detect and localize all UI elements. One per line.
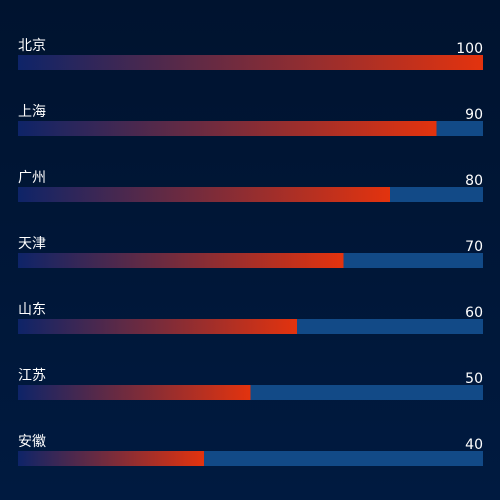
bar-row: 北京 100 <box>18 38 483 70</box>
category-label: 安徽 <box>18 434 46 450</box>
bar <box>18 55 483 70</box>
bar-row: 山东 60 <box>18 302 483 334</box>
value-label: 90 <box>465 107 483 123</box>
value-label: 80 <box>465 173 483 189</box>
bar <box>18 187 390 202</box>
value-label: 70 <box>465 239 483 255</box>
value-label: 100 <box>456 41 483 57</box>
category-label: 北京 <box>18 38 46 54</box>
bar-row: 江苏 50 <box>18 368 483 400</box>
bar <box>18 451 204 466</box>
category-label: 山东 <box>18 302 46 318</box>
bar-row: 安徽 40 <box>18 434 483 466</box>
bar-row: 广州 80 <box>18 170 483 202</box>
bar <box>18 385 251 400</box>
category-label: 上海 <box>18 104 46 120</box>
category-label: 天津 <box>18 236 46 252</box>
bar-rows: 北京 100 上海 90 广州 80 天津 70 山东 60 江苏 50 安徽 40 <box>18 38 483 466</box>
bar <box>18 319 297 334</box>
bar <box>18 121 437 136</box>
value-label: 50 <box>465 371 483 387</box>
bar-row: 天津 70 <box>18 236 483 268</box>
category-label: 广州 <box>18 170 46 186</box>
bar <box>18 253 344 268</box>
value-label: 60 <box>465 305 483 321</box>
bar-row: 上海 90 <box>18 104 483 136</box>
value-label: 40 <box>465 437 483 453</box>
category-label: 江苏 <box>18 368 46 384</box>
